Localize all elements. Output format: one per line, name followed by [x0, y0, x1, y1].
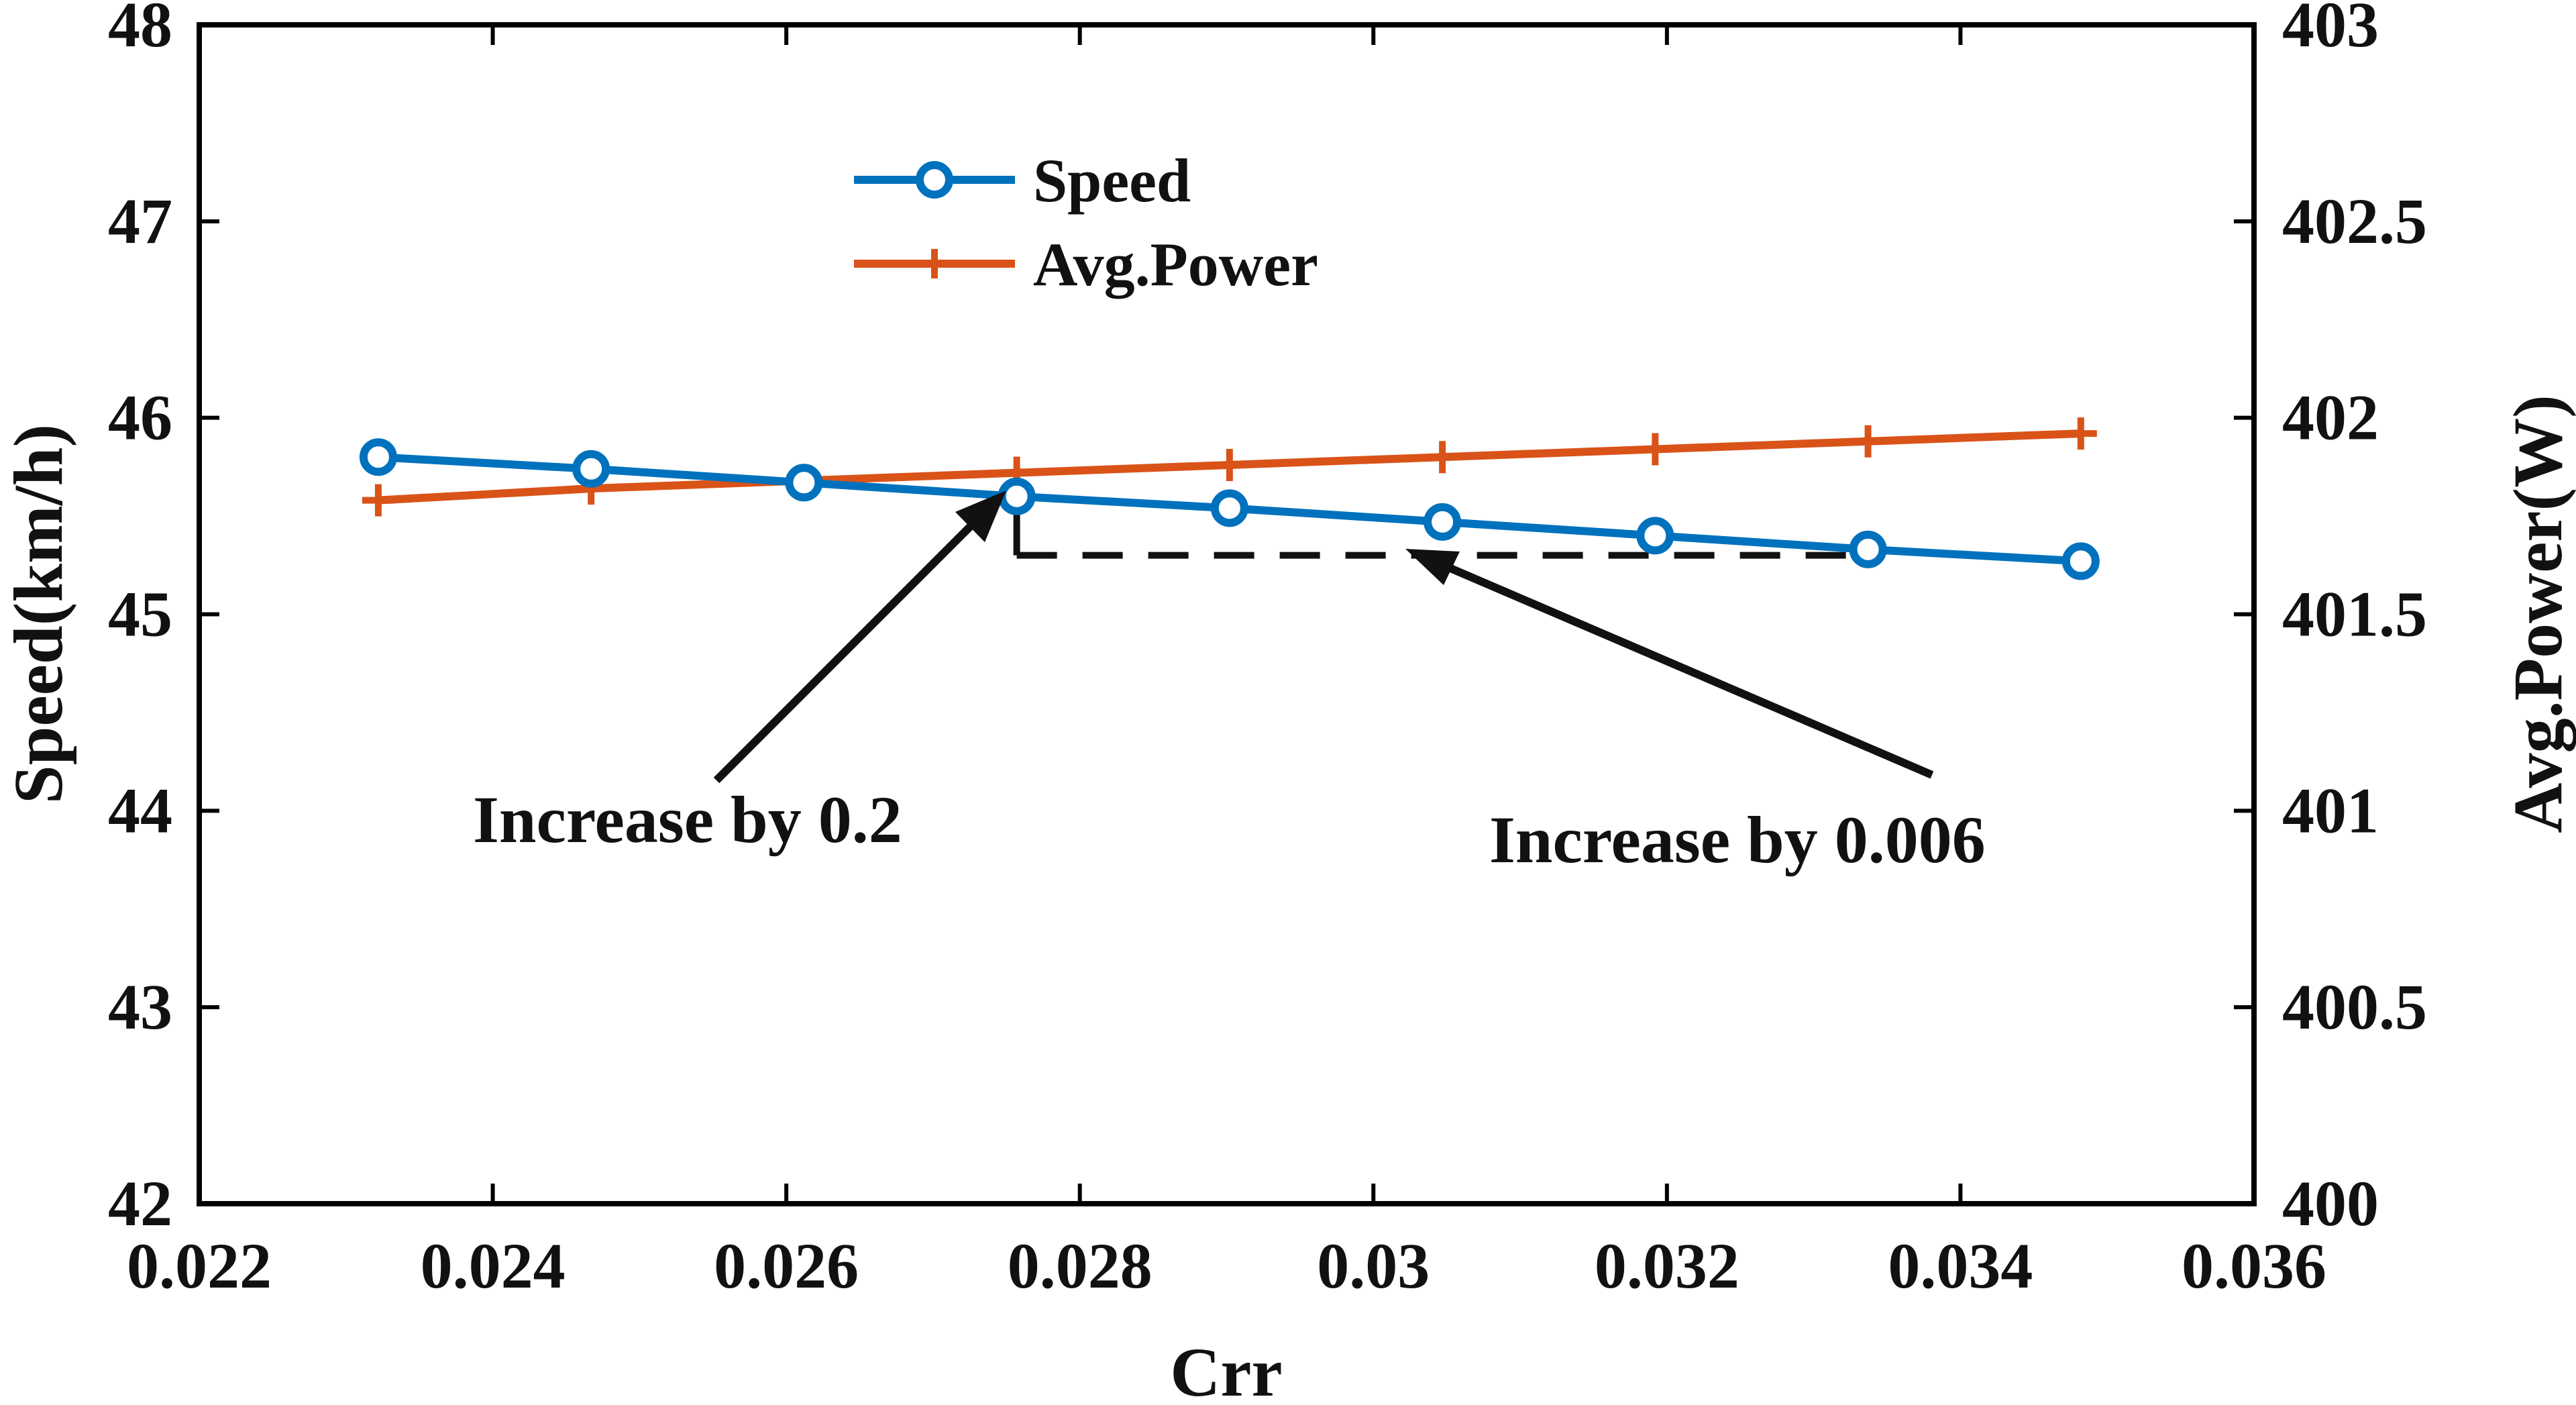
y-axis-title: Speed(km/h) [0, 424, 77, 804]
y2-tick-label: 402.5 [2282, 185, 2427, 257]
y2-tick-label: 400.5 [2282, 971, 2427, 1043]
y2-tick-label: 400 [2282, 1167, 2379, 1239]
x-tick-label: 0.028 [1008, 1230, 1152, 1302]
x-tick-label: 0.036 [2182, 1230, 2326, 1302]
x-tick-label: 0.022 [127, 1230, 272, 1302]
y2-tick-label: 401 [2282, 774, 2379, 846]
legend-marker-speed [916, 161, 953, 199]
data-point-power [2064, 417, 2097, 450]
y2-tick-label: 403 [2282, 0, 2379, 60]
legend-label-power: Avg.Power [1033, 230, 1318, 299]
y-tick-label: 43 [108, 971, 172, 1043]
data-point-power [1639, 433, 1672, 466]
x-axis-title: Crr [1170, 1334, 1282, 1405]
series-layer [359, 417, 2100, 580]
arrow-shaft-power [1447, 564, 1934, 779]
data-point-speed [2061, 542, 2100, 580]
data-point-speed [1636, 517, 1674, 555]
data-point-speed [1849, 530, 1887, 568]
x-tick-label: 0.034 [1888, 1230, 2033, 1302]
annotation-power-increase: Increase by 0.006 [1489, 802, 1986, 877]
y2-tick-label: 402 [2282, 382, 2379, 454]
arrow-head-power [1405, 549, 1460, 585]
annotation-arrows [713, 490, 1934, 784]
data-point-power [1213, 448, 1246, 481]
x-tick-label: 0.03 [1317, 1230, 1430, 1302]
x-tick-label: 0.032 [1595, 1230, 1739, 1302]
y-tick-label: 48 [108, 0, 172, 60]
legend-label-speed: Speed [1033, 146, 1191, 215]
annotation-speed-increase: Increase by 0.2 [473, 782, 902, 857]
y2-axis-title: Avg.Power(W) [2500, 395, 2576, 833]
x-tick-label: 0.026 [714, 1230, 859, 1302]
tick-layer: 0.022 0.024 0.026 0.028 0.03 0.032 0.034 0.0364… [108, 0, 2427, 1302]
data-point-speed [785, 464, 823, 502]
data-point-speed [1210, 489, 1248, 527]
data-point-speed [1424, 503, 1462, 541]
arrow-shaft-speed [713, 521, 975, 784]
y2-tick-label: 401.5 [2282, 578, 2427, 650]
data-point-speed [359, 438, 397, 476]
y-tick-label: 44 [108, 774, 172, 846]
legend: Speed Avg.Power [854, 146, 1318, 299]
data-point-speed [998, 477, 1036, 515]
data-point-power [1426, 441, 1459, 474]
x-tick-label: 0.024 [421, 1230, 566, 1302]
data-point-power [362, 484, 394, 517]
legend-marker-power [920, 249, 949, 278]
y-tick-label: 42 [108, 1167, 172, 1239]
data-point-speed [572, 450, 610, 488]
data-point-power [1851, 425, 1884, 458]
plot-area-frame [197, 22, 2257, 1206]
arrow-head-speed [955, 490, 1006, 542]
y-tick-label: 46 [108, 382, 172, 454]
y-tick-label: 45 [108, 578, 172, 650]
y-tick-label: 47 [108, 185, 172, 257]
